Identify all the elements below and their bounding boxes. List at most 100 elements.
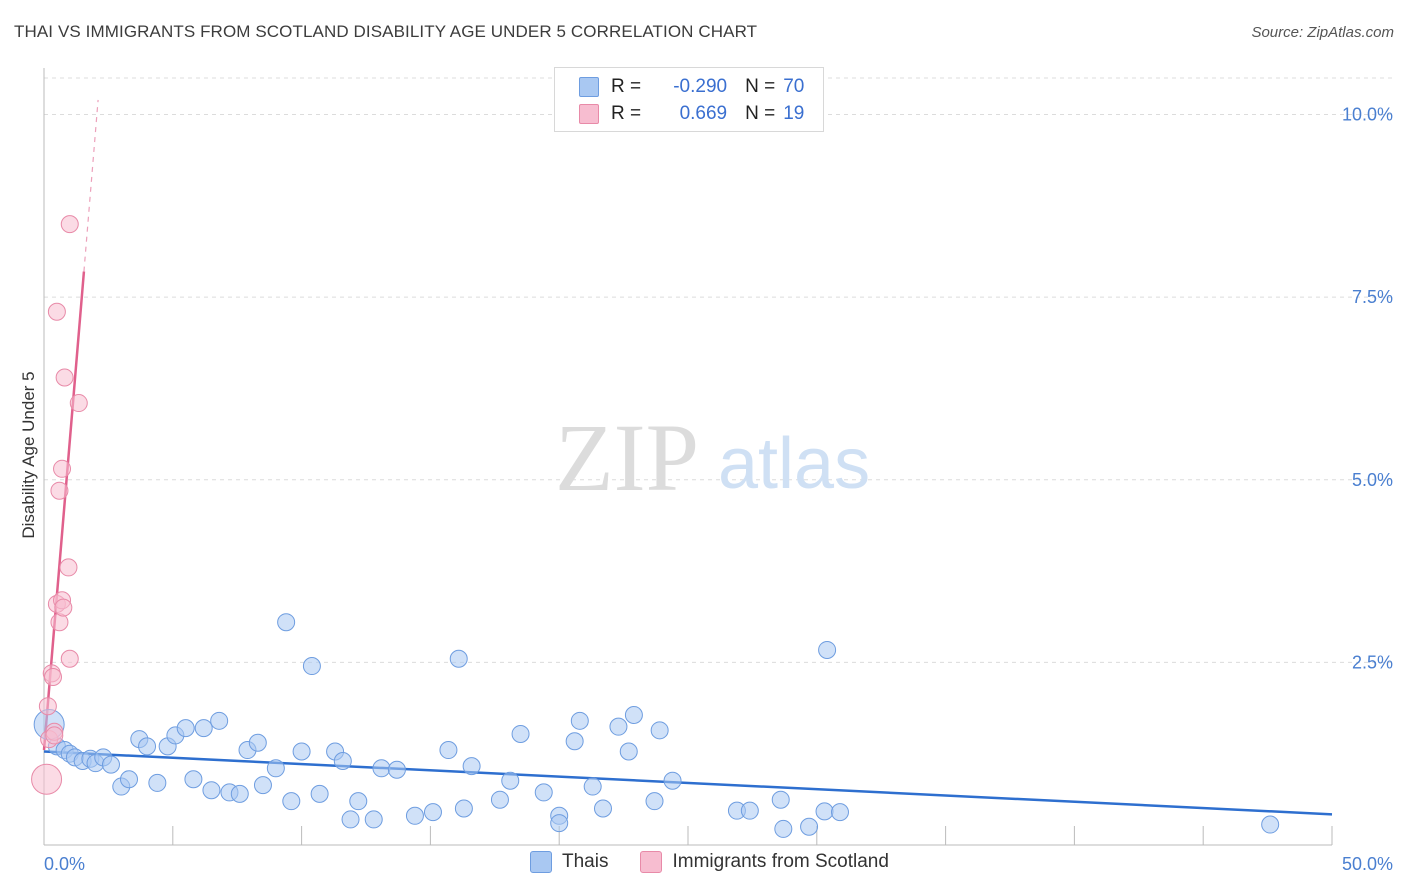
data-point-thais [800,817,819,836]
data-point-scotland [59,558,78,577]
data-point-thais [511,724,530,743]
data-point-thais [663,771,682,790]
data-point-thais [462,757,481,776]
data-point-thais [341,810,360,829]
y-tick-label: 5.0% [1352,470,1393,490]
data-point-thais [176,719,195,738]
data-point-thais [593,799,612,818]
data-point-thais [830,803,849,822]
data-point-thais [253,776,272,795]
data-point-thais [248,733,267,752]
data-point-thais [650,721,669,740]
y-axis-label: Disability Age Under 5 [19,371,38,538]
data-point-thais [774,819,793,838]
data-point-thais [138,737,157,756]
data-point-thais [184,770,203,789]
legend-n-label: N = [745,103,776,124]
data-point-thais [439,741,458,760]
data-point-thais [230,784,249,803]
legend-n-value: 19 [783,103,805,124]
data-point-thais [624,705,643,724]
legend-r-label: R = [611,76,642,97]
data-point-scotland [44,667,63,686]
data-point-scotland [50,481,69,500]
series-swatch-thais [530,851,552,873]
legend-r-label: R = [611,103,642,124]
data-point-thais [210,711,229,730]
data-point-thais [818,640,837,659]
data-point-scotland [60,649,79,668]
legend-swatch-thais [579,77,599,97]
data-point-thais [282,792,301,811]
correlation-legend: R = -0.290 N = 70 R = 0.669 N = 19 [554,67,824,132]
data-point-thais [194,719,213,738]
data-point-thais [372,759,391,778]
data-point-thais [454,799,473,818]
data-point-thais [534,783,553,802]
data-point-thais [266,759,285,778]
data-point-thais [349,792,368,811]
legend-r-value: -0.290 [673,76,728,97]
series-legend-item-scotland: Immigrants from Scotland [640,851,889,873]
data-point-thais [583,777,602,796]
data-point-scotland [38,697,57,716]
watermark-zip: ZIP [555,404,699,511]
data-point-scotland [54,598,73,617]
data-point-scotland [55,368,74,387]
data-point-thais [609,717,628,736]
data-point-thais [364,810,383,829]
chart-title: THAI VS IMMIGRANTS FROM SCOTLAND DISABIL… [14,22,758,41]
data-point-thais [120,770,139,789]
series-legend-item-thais: Thais [530,851,608,873]
data-point-thais [740,801,759,820]
data-point-thais [277,613,296,632]
data-point-scotland [69,394,88,413]
x-tick-label: 0.0% [44,854,85,874]
grid-lines [44,77,1392,663]
data-point-thais [570,711,589,730]
y-tick-label: 2.5% [1352,652,1393,672]
legend-row-thais: R = -0.290 N = 70 [579,75,804,99]
data-point-thais [550,814,569,833]
trend-line-extension-scotland [83,99,99,272]
y-tick-label: 10.0% [1342,105,1393,125]
series-label-thais: Thais [562,851,609,872]
data-point-thais [619,742,638,761]
data-point-scotland [53,459,72,478]
x-tick-label: 50.0% [1342,854,1393,874]
data-point-thais [490,790,509,809]
watermark-atlas: atlas [718,424,870,504]
legend-row-scotland: R = 0.669 N = 19 [579,102,804,126]
legend-swatch-scotland [579,104,599,124]
data-point-scotland [45,726,64,745]
data-point-thais [302,657,321,676]
data-point-thais [333,751,352,770]
data-point-thais [148,773,167,792]
data-point-thais [771,790,790,809]
data-point-thais [449,649,468,668]
data-point-thais [405,806,424,825]
series-swatch-scotland [640,851,663,873]
data-point-scotland [47,302,66,321]
data-point-thais [565,732,584,751]
data-points [31,215,1280,838]
series-label-scotland: Immigrants from Scotland [672,851,889,872]
legend-n-label: N = [745,76,776,97]
watermark: ZIP atlas [555,404,870,511]
series-legend: Thais Immigrants from Scotland [530,851,921,873]
data-point-thais [202,781,221,800]
data-point-thais [292,742,311,761]
data-point-scotland [31,763,63,795]
tick-labels: 2.5% 5.0% 7.5% 10.0% 0.0% 50.0% [44,105,1393,874]
data-point-thais [423,803,442,822]
data-point-scotland [60,215,79,234]
data-point-thais [310,784,329,803]
data-point-thais [387,760,406,779]
trend-line-thais [43,750,1333,816]
legend-n-value: 70 [783,76,805,97]
data-point-thais [501,771,520,790]
legend-r-value: 0.669 [679,103,728,124]
data-point-thais [1261,815,1280,834]
data-point-thais [101,755,120,774]
